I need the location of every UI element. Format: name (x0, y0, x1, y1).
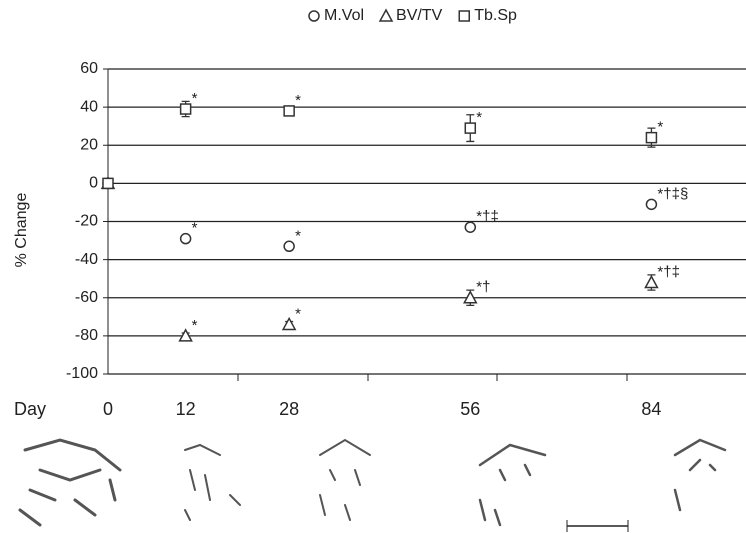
legend-label: M.Vol (324, 7, 364, 24)
data-point (645, 277, 657, 288)
y-tick-label: 20 (80, 136, 98, 153)
legend-label: Tb.Sp (474, 7, 517, 24)
data-point (103, 178, 113, 188)
data-point (465, 222, 475, 232)
x-tick-label: 56 (460, 399, 480, 419)
y-tick-label: 0 (89, 175, 98, 192)
x-axis-label: Day (14, 399, 46, 419)
annotation: *†‡ (657, 263, 680, 280)
y-tick-label: -80 (75, 327, 98, 344)
y-tick-label: -60 (75, 289, 98, 306)
x-tick-label: 12 (176, 399, 196, 419)
data-point (284, 106, 294, 116)
y-tick-label: 60 (80, 60, 98, 77)
y-axis-label: % Change (13, 193, 30, 268)
y-tick-label: -40 (75, 251, 98, 268)
legend-marker (380, 10, 392, 21)
annotation: *†‡ (476, 208, 499, 225)
micro-ct-images (20, 440, 725, 525)
x-tick-label: 84 (641, 399, 661, 419)
axis-ticks (238, 374, 627, 381)
y-tick-label: -20 (75, 213, 98, 230)
annotation: * (295, 227, 301, 244)
annotation: * (295, 305, 301, 322)
data-point (465, 123, 475, 133)
x-tick-label: 0 (103, 399, 113, 419)
chart: % Change Day -100 -80 -60 -40 -20 0 20 40 60 0 12 2… (0, 0, 746, 533)
annotation: * (192, 90, 198, 107)
y-tick-label: 40 (80, 98, 98, 115)
x-tick-label: 28 (279, 399, 299, 419)
data-point (646, 199, 656, 209)
annotation: *† (476, 279, 490, 296)
legend-label: BV/TV (396, 7, 443, 24)
data-point (646, 133, 656, 143)
annotation: * (192, 220, 198, 237)
annotation: * (192, 317, 198, 334)
data-point (181, 104, 191, 114)
annotation: * (657, 119, 663, 136)
data-point (284, 241, 294, 251)
annotation: * (476, 109, 482, 126)
y-tick-label: -100 (66, 365, 98, 382)
data-point (181, 234, 191, 244)
data-point (283, 318, 295, 329)
annotation: *†‡§ (657, 185, 688, 202)
annotation: * (295, 92, 301, 109)
legend-marker (309, 11, 319, 21)
legend-marker (459, 11, 469, 21)
